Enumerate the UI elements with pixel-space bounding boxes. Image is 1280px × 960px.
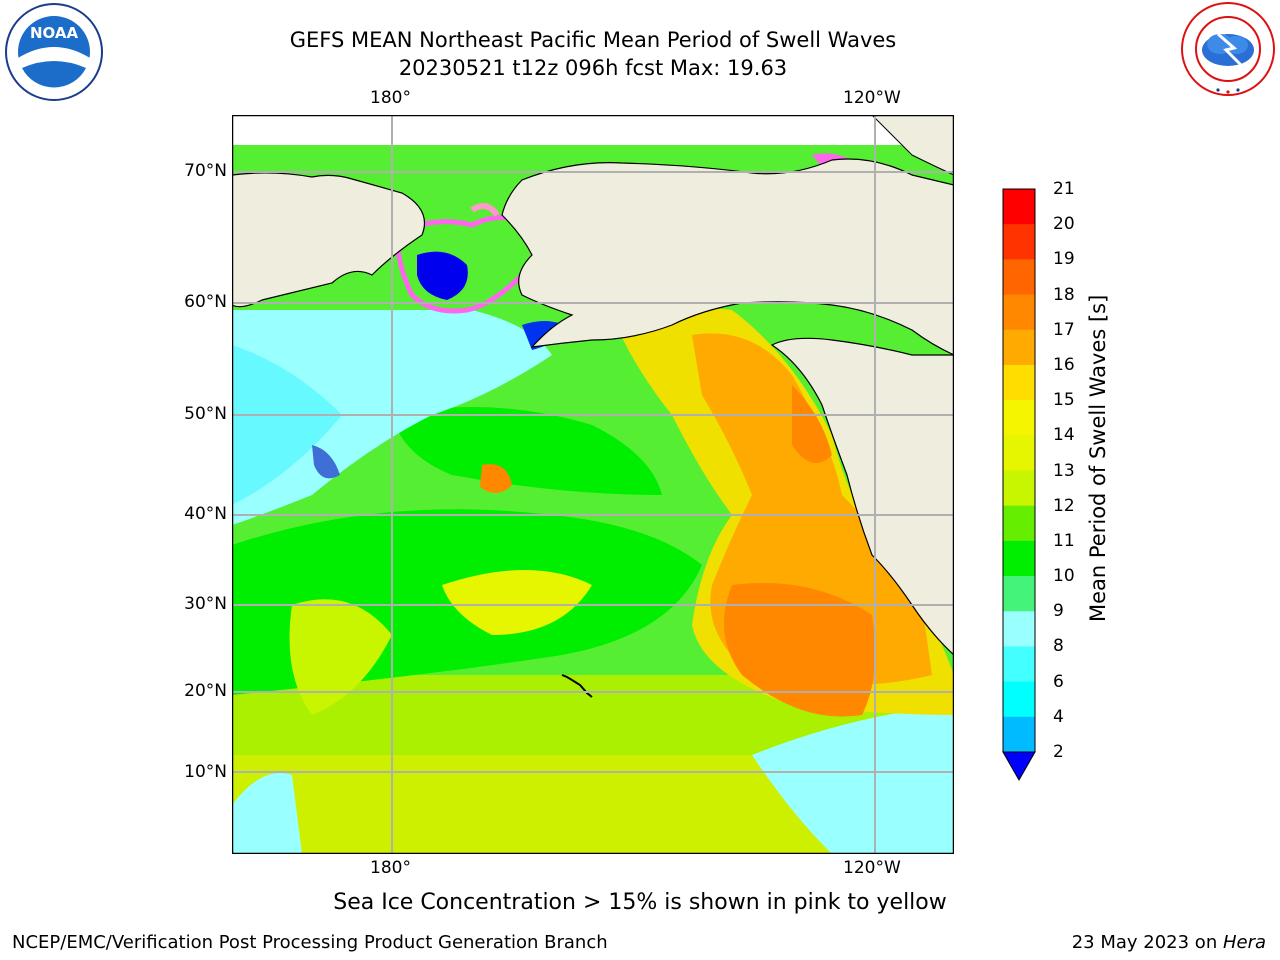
nws-logo xyxy=(1181,2,1275,96)
colorbar-tick-label: 10 xyxy=(1053,566,1075,587)
colorbar-tick-label: 15 xyxy=(1053,390,1075,411)
colorbar xyxy=(1002,188,1036,782)
noaa-logo: NOAA xyxy=(5,3,103,101)
footer-credit: NCEP/EMC/Verification Post Processing Pr… xyxy=(12,932,608,953)
colorbar-swatch xyxy=(1003,400,1035,436)
forecast-map xyxy=(232,115,954,854)
colorbar-swatch xyxy=(1003,505,1035,542)
colorbar-swatch xyxy=(1003,435,1035,471)
colorbar-tick-label: 4 xyxy=(1053,706,1064,727)
graticule xyxy=(232,115,954,854)
colorbar-swatch xyxy=(1003,576,1035,612)
map-frame xyxy=(232,115,954,854)
colorbar-tick-label: 9 xyxy=(1053,601,1064,622)
colorbar-tick-label: 17 xyxy=(1053,319,1075,340)
colorbar-swatch xyxy=(1003,681,1035,718)
colorbar-tick-label: 16 xyxy=(1053,354,1075,375)
colorbar-tick-label: 2 xyxy=(1053,742,1064,762)
colorbar-swatch xyxy=(1003,294,1035,331)
colorbar-swatch xyxy=(1003,716,1035,753)
land-hawaii xyxy=(561,674,593,698)
colorbar-tick-label: 8 xyxy=(1053,636,1064,657)
colorbar-swatch xyxy=(1003,259,1035,296)
colorbar-tick-label: 19 xyxy=(1053,249,1075,270)
colorbar-swatch xyxy=(1003,329,1035,366)
lon-label-top-180: 180° xyxy=(370,88,411,108)
colorbar-tick-label: 6 xyxy=(1053,671,1064,692)
land-siberia xyxy=(232,172,426,308)
lon-label-bottom-120w: 120°W xyxy=(843,858,901,878)
lon-label-bottom-180: 180° xyxy=(370,858,411,878)
colorbar-tick-label: 11 xyxy=(1053,530,1075,551)
footer-date: 23 May 2023 on Hera xyxy=(1072,932,1266,953)
lat-label-20n: 20°N xyxy=(184,681,227,701)
colorbar-tick-label: 14 xyxy=(1053,425,1075,446)
colorbar-title: Mean Period of Swell Waves [s] xyxy=(1086,294,1110,622)
colorbar-swatch xyxy=(1003,611,1035,647)
colorbar-swatch xyxy=(1003,189,1035,225)
colorbar-tick-label: 21 xyxy=(1053,179,1075,199)
sea-ice-note: Sea Ice Concentration > 15% is shown in … xyxy=(333,890,947,915)
lat-label-40n: 40°N xyxy=(184,504,227,524)
colorbar-swatch xyxy=(1003,224,1035,260)
colorbar-swatch xyxy=(1003,540,1035,577)
footer-machine: Hera xyxy=(1222,932,1266,953)
chart-title-line1: GEFS MEAN Northeast Pacific Mean Period … xyxy=(289,28,897,52)
lat-label-50n: 50°N xyxy=(184,404,227,424)
land-north-america xyxy=(770,337,954,656)
lat-label-70n: 70°N xyxy=(184,161,227,181)
colorbar-tick-label: 13 xyxy=(1053,460,1075,481)
lat-label-10n: 10°N xyxy=(184,762,227,782)
lat-label-60n: 60°N xyxy=(184,292,227,312)
colorbar-tick-label: 20 xyxy=(1053,214,1075,235)
noaa-logo-text: NOAA xyxy=(30,24,79,42)
colorbar-swatch xyxy=(1003,470,1035,507)
lon-label-top-120w: 120°W xyxy=(843,88,901,108)
colorbar-swatch xyxy=(1003,364,1035,401)
colorbar-tick-label: 18 xyxy=(1053,284,1075,305)
footer-date-text: 23 May 2023 on xyxy=(1071,932,1223,953)
colorbar-tick-label: 12 xyxy=(1053,495,1075,516)
chart-title-line2: 20230521 t12z 096h fcst Max: 19.63 xyxy=(398,56,788,80)
colorbar-swatch xyxy=(1003,646,1035,683)
lat-label-30n: 30°N xyxy=(184,594,227,614)
